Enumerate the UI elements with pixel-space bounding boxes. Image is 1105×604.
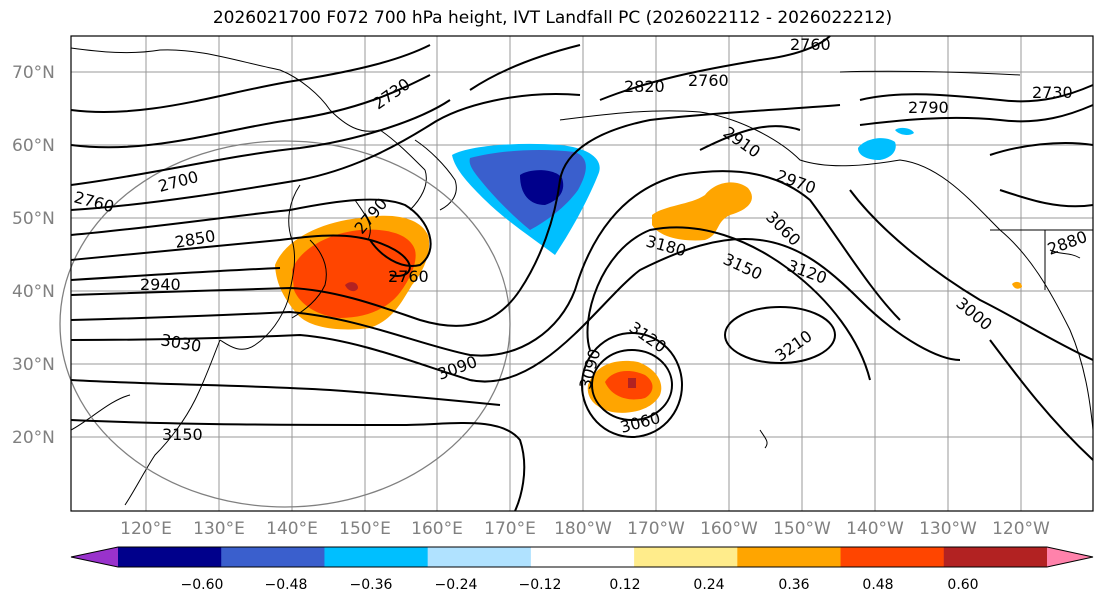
colorbar-tick-label: 0.24 bbox=[693, 577, 724, 593]
contour-label: 2790 bbox=[908, 98, 949, 117]
map-background bbox=[71, 36, 1093, 511]
colorbar-tick-label: 0.36 bbox=[778, 577, 809, 593]
coastlines bbox=[70, 47, 1094, 506]
negative-anomaly-region-alaska bbox=[858, 138, 896, 160]
north-america-interior bbox=[839, 70, 1093, 290]
height-contours bbox=[70, 35, 1094, 512]
colorbar-segment bbox=[530, 547, 635, 567]
lon-label: 120°E bbox=[120, 519, 172, 539]
lon-label: 150°W bbox=[773, 519, 831, 539]
lon-label: 170°E bbox=[484, 519, 536, 539]
alaska-coastline bbox=[559, 110, 1094, 431]
contour-label: 2940 bbox=[140, 275, 181, 294]
lat-label: 60°N bbox=[12, 136, 55, 156]
lat-label: 70°N bbox=[12, 63, 55, 83]
lon-label: 180°W bbox=[554, 519, 612, 539]
colorbar-segment bbox=[118, 547, 222, 567]
colorbar-segment bbox=[634, 547, 738, 567]
kamchatka bbox=[414, 139, 457, 211]
longitude-labels: 120°E 130°E 140°E 150°E 160°E 170°E 180°… bbox=[120, 519, 1050, 539]
colorbar bbox=[70, 546, 1094, 568]
colorbar-tick-label: 0.48 bbox=[862, 577, 893, 593]
colorbar-segment bbox=[943, 547, 1048, 567]
lon-label: 130°E bbox=[193, 519, 245, 539]
projection-circle bbox=[59, 140, 511, 508]
colorbar-tick-label: −0.12 bbox=[519, 577, 562, 593]
colorbar-tick-label: −0.48 bbox=[265, 577, 308, 593]
lat-label: 30°N bbox=[12, 355, 55, 375]
colorbar-segment bbox=[427, 547, 532, 567]
latitude-labels: 70°N 60°N 50°N 40°N 30°N 20°N bbox=[12, 63, 55, 448]
map-title: 2026021700 F072 700 hPa height, IVT Land… bbox=[212, 8, 893, 28]
lon-label: 140°E bbox=[266, 519, 318, 539]
colorbar-segment bbox=[737, 547, 842, 567]
japan-islands bbox=[291, 199, 371, 319]
colorbar-tick-label: −0.36 bbox=[350, 577, 393, 593]
contour-label: 2730 bbox=[1032, 83, 1073, 102]
colorbar-ticks: −0.60 −0.48 −0.36 −0.24 −0.12 0.12 0.24 … bbox=[181, 577, 979, 593]
colorbar-outline bbox=[70, 546, 1094, 568]
colorbar-tick-label: 0.60 bbox=[947, 577, 978, 593]
lon-label: 150°E bbox=[339, 519, 391, 539]
colorbar-extend-high bbox=[1047, 547, 1093, 567]
colorbar-segment bbox=[840, 547, 945, 567]
lon-label: 130°W bbox=[919, 519, 977, 539]
colorbar-tick-label: −0.60 bbox=[181, 577, 224, 593]
colorbar-segment bbox=[324, 547, 429, 567]
lon-label: 160°W bbox=[700, 519, 758, 539]
lat-label: 20°N bbox=[12, 428, 55, 448]
colorbar-extend-low bbox=[71, 547, 118, 567]
contour-label: 2760 bbox=[688, 71, 729, 90]
map-border bbox=[70, 35, 1094, 512]
contour-label: 2760 bbox=[388, 267, 429, 286]
strong-positive-anomaly-japan bbox=[292, 229, 416, 318]
contour-label: 2760 bbox=[790, 35, 831, 54]
positive-anomaly-region-central bbox=[652, 182, 752, 241]
colorbar-tick-label: −0.24 bbox=[435, 577, 478, 593]
lon-label: 170°W bbox=[627, 519, 685, 539]
lat-label: 50°N bbox=[12, 209, 55, 229]
lat-label: 40°N bbox=[12, 282, 55, 302]
asia-coastline bbox=[70, 47, 427, 506]
lon-label: 140°W bbox=[846, 519, 904, 539]
colorbar-segment bbox=[221, 547, 325, 567]
lon-label: 160°E bbox=[411, 519, 463, 539]
contour-label: 3150 bbox=[162, 425, 203, 444]
colorbar-tick-label: 0.12 bbox=[609, 577, 640, 593]
lon-label: 120°W bbox=[992, 519, 1050, 539]
contour-label: 2820 bbox=[624, 77, 665, 96]
